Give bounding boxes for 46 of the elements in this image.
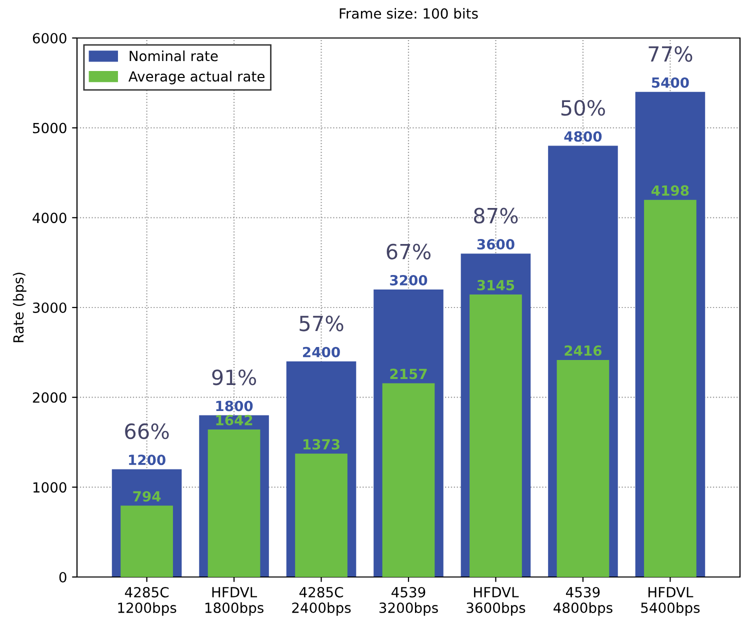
x-tick-label: HFDVL 5400bps — [641, 587, 700, 616]
data-label: 1800 — [216, 400, 253, 412]
data-label: 1373 — [304, 439, 340, 450]
legend-label: Average actual rate — [128, 70, 264, 84]
annotation: 66% — [125, 423, 169, 440]
x-tick-label: HFDVL 3600bps — [466, 587, 526, 616]
bar — [382, 383, 435, 577]
x-tick-label: HFDVL 1800bps — [205, 587, 264, 616]
y-tick-label: 1000 — [33, 482, 66, 493]
data-label: 3145 — [477, 280, 514, 290]
data-label: 2416 — [564, 345, 602, 356]
x-tick-label: 4539 3200bps — [379, 586, 438, 616]
y-tick-label: 2000 — [32, 392, 66, 403]
annotation: 91% — [212, 369, 256, 386]
annotation: 77% — [648, 46, 692, 62]
chart-title: Frame size: 100 bits — [340, 8, 478, 19]
bar — [295, 454, 348, 577]
y-axis-title: Rate (bps) — [12, 272, 26, 342]
annotation: 67% — [386, 244, 431, 260]
y-tick-label: 0 — [59, 572, 66, 582]
x-tick-label: 4285C 1200bps — [118, 586, 176, 616]
data-label: 794 — [133, 491, 161, 502]
x-tick-label: 4539 4800bps — [554, 586, 612, 616]
bar — [644, 200, 696, 577]
data-label: 3600 — [477, 239, 514, 250]
x-tick-label: 4285C 2400bps — [292, 586, 351, 616]
data-label: 4800 — [564, 131, 602, 142]
bar — [120, 506, 173, 577]
data-label: 2400 — [303, 346, 340, 358]
bar — [556, 360, 610, 577]
annotation: 87% — [474, 208, 518, 224]
y-tick-label: 4000 — [32, 212, 66, 224]
data-label: 3200 — [390, 274, 428, 286]
annotation: 50% — [561, 100, 605, 116]
annotation: 57% — [300, 316, 344, 332]
y-tick-label: 5000 — [33, 122, 66, 134]
legend-label: Nominal rate — [130, 50, 218, 62]
bar — [208, 429, 260, 577]
y-tick-label: 6000 — [32, 32, 66, 44]
data-label: 2157 — [390, 368, 427, 380]
data-label: 1200 — [129, 454, 166, 466]
data-label: 4198 — [652, 185, 689, 196]
bar — [470, 294, 522, 577]
data-label: 1642 — [216, 414, 252, 426]
y-tick-label: 3000 — [32, 302, 66, 313]
data-label: 5400 — [652, 77, 689, 88]
